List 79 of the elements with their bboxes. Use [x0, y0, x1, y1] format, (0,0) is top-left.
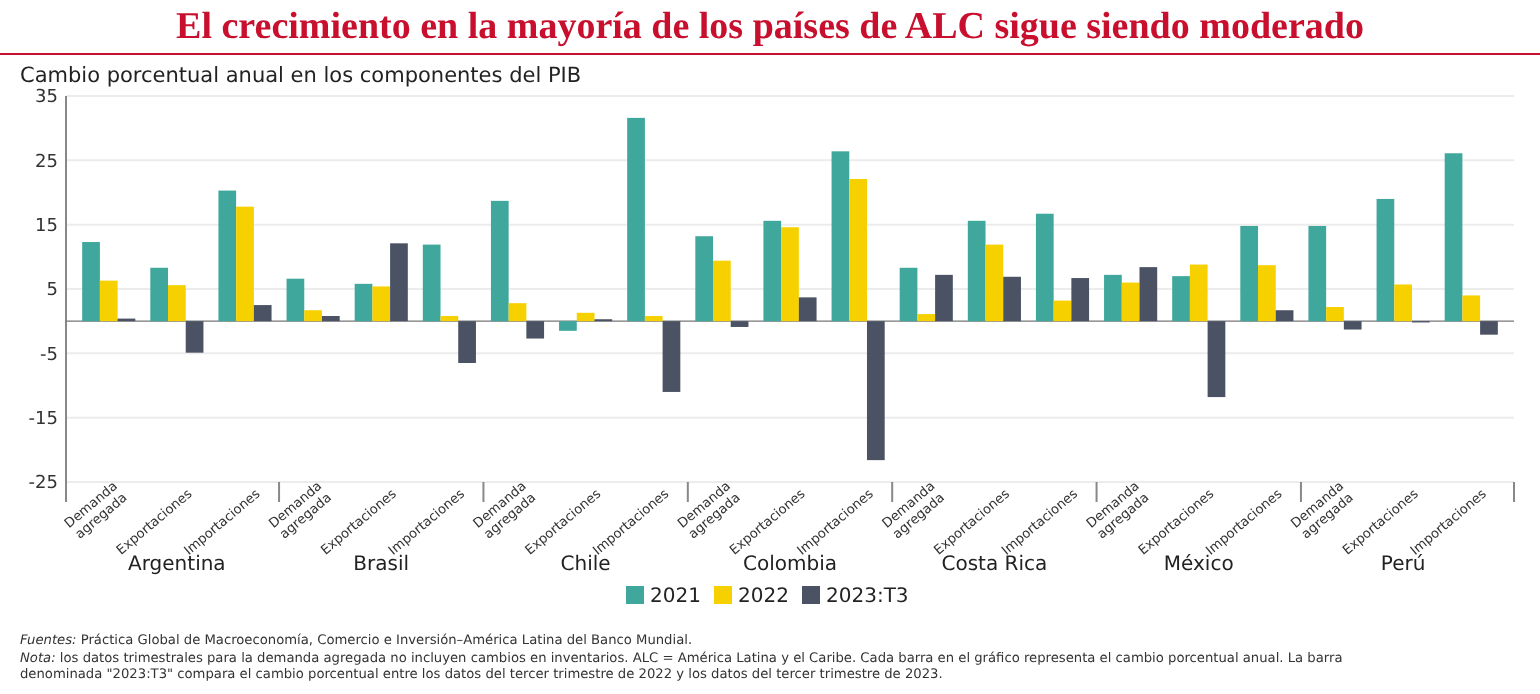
text: Argentina [128, 554, 226, 576]
bar [1326, 307, 1344, 322]
text: Colombia [743, 554, 837, 576]
bar [1139, 267, 1158, 322]
bar [1275, 310, 1294, 322]
text: México [1163, 554, 1234, 576]
bar [185, 321, 204, 353]
bar [627, 117, 645, 322]
bar [1343, 321, 1362, 330]
bar [1444, 153, 1463, 322]
bar [354, 283, 373, 322]
bar [422, 244, 441, 322]
bar [935, 274, 953, 322]
bar [1189, 264, 1208, 322]
bar [781, 227, 799, 322]
bar [82, 242, 100, 322]
y-tick-label: 5 [46, 281, 58, 302]
bar [218, 190, 237, 322]
bar [1376, 198, 1395, 322]
bar [236, 206, 254, 322]
chart-title: El crecimiento en la mayoría de los países de ALC sigue siendo moderado [176, 6, 1364, 48]
y-tick-label: 25 [35, 152, 58, 173]
bar [985, 244, 1004, 322]
bar [321, 316, 340, 322]
bar [899, 267, 918, 322]
bar [798, 297, 817, 322]
bar [763, 220, 782, 322]
text: Brasil [353, 554, 410, 576]
y-tick-label: 35 [35, 88, 58, 109]
bar [526, 321, 545, 339]
text: Costa Rica [941, 554, 1048, 576]
bar [150, 267, 169, 322]
bar [1003, 276, 1021, 322]
bar [508, 303, 527, 322]
bar [440, 316, 459, 322]
bar [1462, 295, 1481, 322]
text: Perú [1380, 554, 1426, 576]
bar [1035, 213, 1054, 322]
y-tick-label: -5 [40, 345, 58, 366]
y-tick-label: -15 [28, 409, 58, 430]
bar [372, 286, 391, 322]
bar [1172, 276, 1190, 322]
bar [1071, 278, 1090, 322]
bar [831, 151, 850, 322]
bar [917, 314, 936, 322]
bar [967, 220, 986, 322]
bar [695, 236, 714, 322]
bar [576, 312, 595, 322]
bar [849, 178, 867, 322]
bar [168, 285, 186, 322]
bar [490, 200, 509, 322]
bar [1480, 321, 1498, 335]
bar [1394, 284, 1412, 322]
bar [662, 321, 681, 392]
bar [99, 280, 118, 322]
bar [1308, 225, 1327, 322]
bar [559, 321, 577, 331]
bar [286, 278, 305, 322]
y-tick-label: -25 [28, 474, 58, 495]
legend-label: 2023:T3 [826, 586, 909, 608]
bar [1240, 225, 1259, 322]
bar [1258, 265, 1276, 322]
bar [1053, 300, 1072, 322]
bar [458, 321, 476, 363]
bar [866, 321, 885, 461]
bar [644, 316, 663, 322]
y-tick-label: 15 [35, 216, 58, 237]
bar [730, 321, 749, 327]
legend-label: 2022 [738, 586, 789, 608]
bar [1207, 321, 1226, 398]
text: Chile [560, 554, 611, 576]
bar [304, 310, 322, 322]
bar [1121, 282, 1140, 322]
legend-label: 2021 [650, 586, 701, 608]
bar [1104, 274, 1122, 322]
bar [390, 243, 408, 322]
bar [713, 260, 731, 322]
chart-subtitle: Cambio porcentual anual en los componentes del PIB [20, 64, 582, 88]
bar [253, 305, 272, 322]
